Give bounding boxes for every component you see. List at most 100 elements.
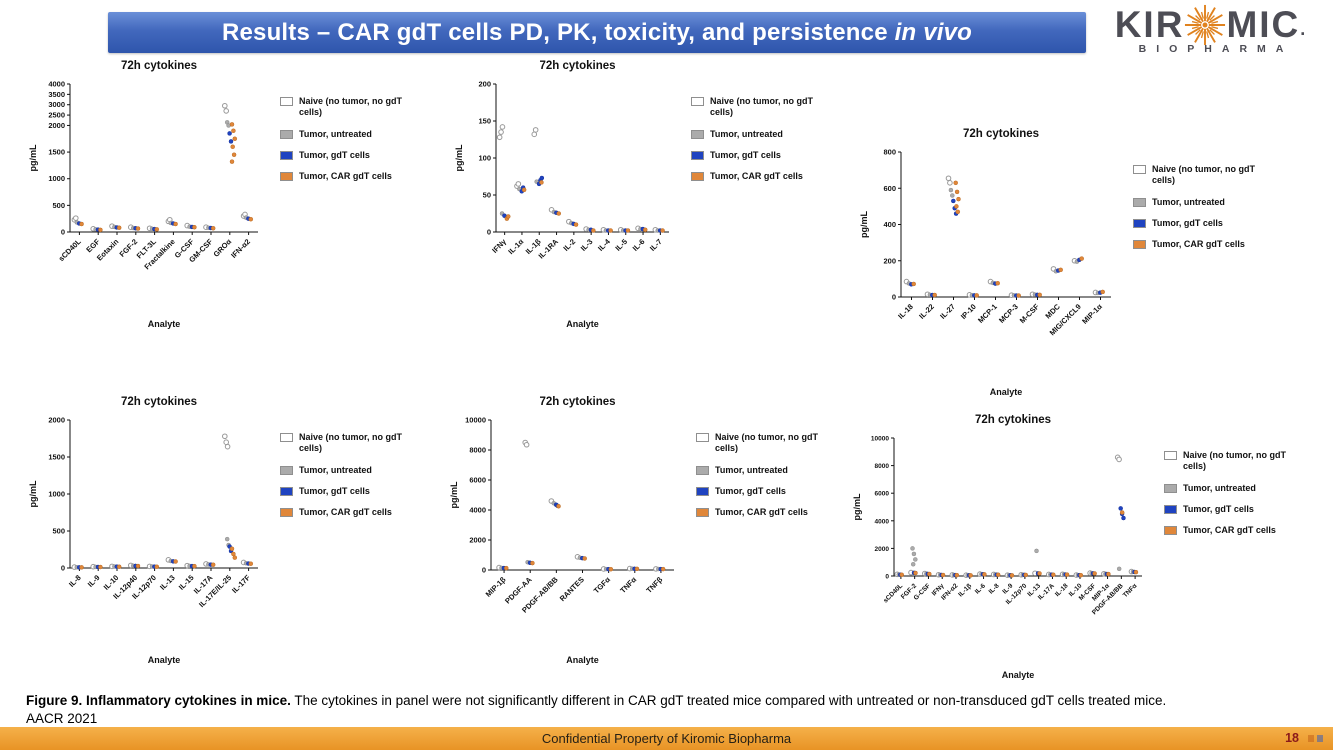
caption-text: The cytokines in panel were not signific… bbox=[290, 693, 1167, 708]
legend-label: Tumor, CAR gdT cells bbox=[299, 171, 392, 181]
chart-title: 72h cytokines bbox=[539, 60, 616, 72]
chart-title: 72h cytokines bbox=[962, 128, 1040, 140]
data-point bbox=[927, 571, 932, 577]
kiromic-logo: KIR MIC . BIOPHARMA bbox=[1095, 4, 1327, 55]
data-point bbox=[956, 196, 961, 202]
data-point bbox=[911, 281, 916, 287]
x-category-label: IL-18 bbox=[1054, 582, 1070, 598]
legend-swatch-icon bbox=[280, 486, 293, 496]
y-tick-label: 8000 bbox=[469, 446, 486, 455]
x-category-label: IL-6 bbox=[631, 237, 647, 253]
legend-item: Tumor, untreated bbox=[691, 129, 817, 140]
series-points-0 bbox=[903, 175, 1099, 298]
data-point bbox=[223, 439, 229, 446]
data-point bbox=[499, 124, 506, 130]
data-point bbox=[1078, 572, 1084, 578]
legend-item: Naive (no tumor, no gdT cells) bbox=[280, 432, 406, 455]
legend-item: Tumor, gdT cells bbox=[696, 486, 822, 497]
legend-swatch-icon bbox=[696, 465, 709, 475]
data-point bbox=[913, 557, 918, 562]
data-point bbox=[523, 441, 530, 448]
x-category-label: IL-3 bbox=[579, 237, 595, 253]
page-number: 18 bbox=[1285, 731, 1299, 745]
legend-swatch-icon bbox=[1133, 218, 1146, 228]
y-axis-label: pg/mL bbox=[852, 493, 862, 520]
x-category-label: MIP-1α bbox=[1080, 302, 1104, 326]
legend-swatch-icon bbox=[691, 129, 704, 139]
data-point bbox=[154, 227, 160, 232]
data-point bbox=[573, 222, 579, 227]
data-point bbox=[582, 556, 587, 561]
x-axis-label: Analyte bbox=[990, 387, 1023, 397]
series-points-2 bbox=[909, 198, 1103, 298]
legend-swatch-icon bbox=[1164, 483, 1177, 493]
legend-swatch-icon bbox=[280, 97, 293, 106]
starburst-icon bbox=[1185, 4, 1226, 46]
series-points-2 bbox=[897, 506, 1137, 578]
data-point bbox=[974, 293, 979, 298]
data-point bbox=[1100, 289, 1105, 295]
legend-label: Tumor, CAR gdT cells bbox=[1183, 525, 1276, 535]
x-category-label: TGFα bbox=[592, 575, 613, 596]
data-point bbox=[608, 566, 614, 572]
legend-item: Tumor, CAR gdT cells bbox=[280, 171, 406, 182]
x-axis-label: Analyte bbox=[148, 319, 181, 329]
series-points-3 bbox=[79, 546, 254, 570]
legend-label: Tumor, untreated bbox=[710, 128, 783, 139]
legend-label: Tumor, gdT cells bbox=[1152, 217, 1223, 228]
starburst-ray bbox=[1206, 27, 1217, 43]
data-point bbox=[228, 139, 234, 144]
legend-label: Tumor, gdT cells bbox=[1183, 503, 1254, 514]
logo-period: . bbox=[1300, 19, 1308, 39]
data-point bbox=[955, 209, 961, 215]
series-points-1 bbox=[906, 187, 1101, 298]
chart-panel-4: 72h cytokines 0 500 1000 1500 2000 pg/mL IL-8 I… bbox=[24, 396, 406, 668]
data-point bbox=[951, 198, 956, 204]
series-points-3 bbox=[911, 180, 1105, 298]
footer-marker-icons bbox=[1308, 735, 1323, 742]
legend-item: Tumor, gdT cells bbox=[1164, 504, 1290, 515]
data-point bbox=[910, 562, 916, 567]
data-point bbox=[899, 572, 904, 578]
y-tick-label: 600 bbox=[883, 184, 896, 193]
x-axis-label: Analyte bbox=[1002, 670, 1035, 680]
starburst-ray bbox=[1192, 26, 1200, 30]
y-tick-label: 0 bbox=[61, 228, 65, 237]
starburst-ray bbox=[1206, 31, 1210, 39]
legend-label: Tumor, CAR gdT cells bbox=[715, 507, 808, 517]
series-points-0 bbox=[71, 433, 247, 570]
y-axis-label: pg/mL bbox=[454, 144, 464, 171]
x-category-label: IL-6 bbox=[974, 582, 987, 595]
legend-label: Tumor, gdT cells bbox=[715, 485, 786, 496]
data-point bbox=[556, 504, 561, 509]
data-point bbox=[229, 546, 235, 552]
data-point bbox=[229, 122, 235, 127]
data-point bbox=[982, 572, 987, 577]
y-tick-label: 0 bbox=[487, 228, 491, 237]
data-point bbox=[231, 152, 237, 157]
data-point bbox=[608, 228, 613, 233]
starburst-ray bbox=[1208, 26, 1224, 36]
chart-panel-1: 72h cytokines 0 500 1000 1500 2000 2500 3000 35… bbox=[24, 60, 406, 332]
starburst-center bbox=[1202, 22, 1208, 28]
data-point bbox=[660, 566, 666, 572]
x-category-label: IL-27 bbox=[938, 302, 957, 321]
legend-swatch-icon bbox=[1133, 240, 1146, 249]
y-tick-label: 100 bbox=[478, 154, 491, 163]
x-category-label: IL-9 bbox=[86, 573, 102, 589]
legend-label: Naive (no tumor, no gdT cells) bbox=[710, 96, 813, 118]
legend-item: Naive (no tumor, no gdT cells) bbox=[1164, 450, 1290, 473]
starburst-ray bbox=[1194, 27, 1205, 43]
biopharma-label: BIOPHARMA bbox=[1138, 43, 1294, 55]
data-point bbox=[222, 433, 228, 440]
x-category-label: TNFβ bbox=[644, 575, 664, 595]
legend-swatch-icon bbox=[691, 97, 704, 106]
series-points-1 bbox=[74, 120, 249, 232]
chart-panel-5: 72h cytokines 0 2000 4000 6000 8000 10000 pg/m… bbox=[445, 396, 822, 668]
data-point bbox=[591, 228, 596, 233]
data-point bbox=[1133, 569, 1139, 575]
data-point bbox=[515, 181, 522, 187]
slide-title-italic: in vivo bbox=[894, 18, 973, 46]
data-point bbox=[116, 225, 122, 230]
data-point bbox=[643, 227, 648, 233]
